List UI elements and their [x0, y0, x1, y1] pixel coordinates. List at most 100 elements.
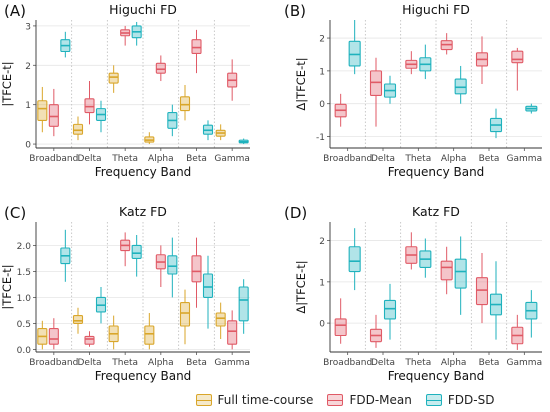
- x-tick-label: Alpha: [148, 154, 174, 164]
- box-iqr: [475, 277, 489, 306]
- box-iqr: [144, 325, 155, 345]
- x-tick-label: Delta: [77, 154, 101, 164]
- legend-label-sd: FDD-SD: [447, 393, 495, 407]
- box-full-beta: [179, 84, 191, 121]
- legend-label-mean: FDD-Mean: [349, 393, 412, 407]
- x-tick-label: Delta: [77, 358, 101, 368]
- box-mean-broadband: [334, 93, 347, 127]
- box-sd-delta: [95, 100, 107, 133]
- box-mean-gamma: [227, 59, 238, 101]
- x-tick-label: Alpha: [148, 358, 174, 368]
- y-tick-label: 2: [319, 237, 325, 247]
- legend-item-full: Full time-course: [195, 393, 314, 407]
- box-full-alpha: [144, 313, 155, 350]
- x-tick-label: Theta: [111, 358, 138, 368]
- box-sd-broadband: [348, 228, 361, 291]
- box-iqr: [84, 335, 95, 345]
- y-tick-label: 1.0: [17, 294, 32, 304]
- box-sd-alpha: [454, 65, 467, 104]
- box-mean-delta: [369, 314, 383, 348]
- x-tick-label: Theta: [404, 358, 431, 368]
- box-mean-beta: [191, 237, 202, 308]
- box-full-theta: [108, 315, 119, 350]
- y-tick-label: 0: [319, 100, 325, 110]
- x-tick-label: Broadband: [323, 154, 372, 164]
- box-sd-delta: [383, 75, 397, 104]
- panel-2: (C) Katz FD 0.0 0.5 1.0 1.5 2.0 Broadband Delta T…: [0, 204, 250, 383]
- box-iqr: [348, 40, 361, 67]
- legend-label-full: Full time-course: [217, 393, 314, 407]
- x-tick-label: Gamma: [214, 154, 250, 164]
- x-tick-label: Delta: [371, 154, 395, 164]
- chart-title: Katz FD: [119, 204, 167, 219]
- box-iqr: [179, 96, 191, 112]
- box-mean-theta: [405, 51, 418, 75]
- x-tick-label: Broadband: [29, 358, 78, 368]
- box-full-broadband: [37, 320, 48, 350]
- box-iqr: [72, 315, 84, 324]
- x-axis-title: Frequency Band: [388, 165, 485, 179]
- x-tick-label: Theta: [111, 154, 138, 164]
- box-sd-beta: [202, 255, 214, 329]
- box-iqr: [334, 318, 347, 337]
- y-tick-label: 2: [25, 62, 31, 72]
- box-mean-delta: [369, 57, 383, 127]
- legend-swatch-sd: [425, 394, 442, 406]
- box-mean-theta: [405, 232, 418, 270]
- x-tick-label: Beta: [186, 154, 207, 164]
- box-iqr: [348, 246, 361, 273]
- box-mean-gamma: [227, 310, 238, 350]
- box-mean-beta: [475, 252, 489, 324]
- box-sd-gamma: [238, 279, 249, 334]
- x-tick-label: Beta: [479, 358, 500, 368]
- box-full-delta: [72, 307, 84, 334]
- y-tick-label: 1.5: [17, 268, 31, 278]
- box-iqr: [454, 78, 467, 95]
- x-tick-label: Beta: [479, 154, 500, 164]
- box-sd-theta: [131, 21, 142, 46]
- box-iqr: [167, 255, 178, 275]
- box-iqr: [227, 320, 238, 345]
- y-tick-label: 0: [25, 141, 31, 151]
- box-full-beta: [179, 289, 191, 345]
- box-sd-theta: [419, 44, 432, 80]
- panel-label: (B): [284, 2, 306, 20]
- y-tick-label: 2: [319, 35, 325, 45]
- box-iqr: [131, 244, 142, 259]
- box-full-gamma: [215, 302, 226, 339]
- x-tick-label: Delta: [371, 358, 395, 368]
- y-tick-label: 1: [319, 278, 325, 288]
- x-axis-title: Frequency Band: [95, 369, 192, 383]
- box-iqr: [238, 286, 249, 322]
- box-iqr: [369, 70, 383, 97]
- box-mean-alpha: [440, 33, 453, 55]
- box-sd-theta: [131, 235, 142, 277]
- x-tick-label: Gamma: [214, 358, 250, 368]
- box-sd-gamma: [238, 138, 249, 145]
- chart-title: Katz FD: [412, 204, 460, 219]
- box-sd-alpha: [167, 104, 178, 137]
- box-iqr: [191, 255, 202, 283]
- box-iqr: [511, 50, 524, 64]
- box-iqr: [215, 312, 226, 327]
- x-tick-label: Beta: [186, 358, 207, 368]
- legend-swatch-mean: [327, 394, 344, 406]
- box-sd-beta: [489, 261, 503, 340]
- box-iqr: [84, 98, 95, 114]
- x-tick-label: Theta: [404, 154, 431, 164]
- y-tick-label: 0: [319, 320, 325, 330]
- box-sd-beta: [489, 108, 503, 139]
- box-full-delta: [72, 116, 84, 141]
- x-tick-label: Gamma: [507, 154, 543, 164]
- box-iqr: [191, 39, 202, 55]
- box-mean-delta: [84, 331, 95, 347]
- box-iqr: [108, 72, 119, 84]
- x-tick-label: Gamma: [507, 358, 543, 368]
- x-tick-label: Broadband: [29, 154, 78, 164]
- x-tick-label: Broadband: [323, 358, 372, 368]
- box-mean-broadband: [334, 298, 347, 344]
- legend: Full time-course FDD-Mean FDD-SD: [145, 391, 545, 409]
- panel-label: (D): [284, 204, 307, 222]
- y-tick-label: 0.5: [17, 320, 31, 330]
